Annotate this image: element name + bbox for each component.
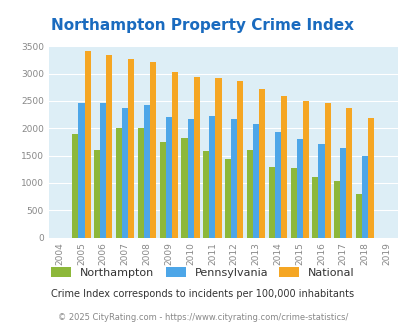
- Bar: [224, 159, 230, 238]
- Bar: [143, 105, 149, 238]
- Bar: [72, 134, 78, 238]
- Bar: [116, 128, 122, 238]
- Bar: [246, 150, 252, 238]
- Bar: [128, 59, 134, 238]
- Bar: [333, 181, 339, 238]
- Bar: [355, 194, 361, 238]
- Bar: [187, 119, 193, 238]
- Bar: [122, 108, 128, 238]
- Bar: [181, 138, 187, 238]
- Text: © 2025 CityRating.com - https://www.cityrating.com/crime-statistics/: © 2025 CityRating.com - https://www.city…: [58, 313, 347, 322]
- Bar: [361, 156, 367, 238]
- Bar: [78, 103, 84, 238]
- Bar: [230, 119, 237, 238]
- Bar: [302, 101, 308, 238]
- Bar: [159, 142, 165, 238]
- Bar: [94, 150, 100, 238]
- Bar: [258, 89, 264, 238]
- Bar: [311, 177, 318, 238]
- Bar: [237, 81, 243, 238]
- Bar: [203, 151, 209, 238]
- Bar: [324, 103, 330, 238]
- Text: Crime Index corresponds to incidents per 100,000 inhabitants: Crime Index corresponds to incidents per…: [51, 289, 354, 299]
- Bar: [367, 117, 373, 238]
- Bar: [193, 77, 199, 238]
- Bar: [274, 132, 280, 238]
- Bar: [209, 115, 215, 238]
- Bar: [171, 72, 177, 238]
- Bar: [100, 103, 106, 238]
- Bar: [165, 117, 171, 238]
- Bar: [149, 62, 156, 238]
- Bar: [137, 128, 143, 238]
- Text: Northampton Property Crime Index: Northampton Property Crime Index: [51, 18, 354, 33]
- Bar: [268, 167, 274, 238]
- Bar: [215, 78, 221, 238]
- Legend: Northampton, Pennsylvania, National: Northampton, Pennsylvania, National: [47, 263, 358, 282]
- Bar: [345, 108, 352, 238]
- Bar: [280, 96, 286, 238]
- Bar: [296, 139, 302, 238]
- Bar: [318, 144, 324, 238]
- Bar: [339, 148, 345, 238]
- Bar: [106, 55, 112, 238]
- Bar: [252, 124, 258, 238]
- Bar: [84, 50, 90, 238]
- Bar: [290, 168, 296, 238]
